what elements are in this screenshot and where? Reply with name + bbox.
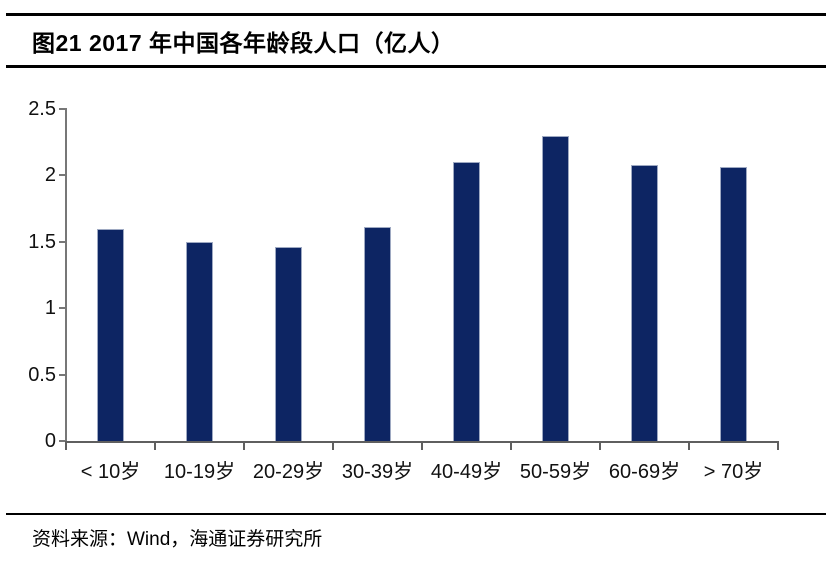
x-tick	[154, 441, 156, 450]
chart-title: 图21 2017 年中国各年龄段人口（亿人）	[32, 30, 455, 56]
x-category-label: 10-19岁	[163, 461, 236, 483]
bar	[186, 241, 213, 441]
x-category-label: > 70岁	[703, 461, 764, 483]
bar	[453, 162, 480, 441]
y-tick-label: 0.5	[28, 363, 56, 386]
y-tick	[59, 440, 66, 442]
y-axis-line	[65, 108, 67, 443]
source-note: 资料来源：Wind，海通证券研究所	[32, 529, 323, 550]
bar	[97, 228, 124, 441]
x-category-label: 50-59岁	[519, 461, 592, 483]
x-category-label: 60-69岁	[608, 461, 681, 483]
x-tick	[243, 441, 245, 450]
y-tick-label: 1.5	[28, 230, 56, 253]
bar	[542, 135, 569, 441]
bar	[631, 164, 658, 441]
x-tick	[332, 441, 334, 450]
y-tick	[59, 108, 66, 110]
bar	[364, 227, 391, 441]
x-category-label: 20-29岁	[252, 461, 325, 483]
x-tick	[421, 441, 423, 450]
x-category-label: 30-39岁	[341, 461, 414, 483]
bar	[720, 167, 747, 441]
x-category-label: < 10岁	[80, 461, 141, 483]
title-top-rule	[6, 13, 826, 16]
y-tick-label: 2	[44, 164, 56, 187]
x-tick	[65, 441, 67, 450]
y-tick-label: 1	[44, 297, 56, 320]
y-tick	[59, 373, 66, 376]
x-tick	[688, 441, 690, 450]
title-bottom-rule	[6, 65, 826, 68]
x-tick	[599, 441, 601, 450]
x-tick	[777, 441, 779, 450]
y-tick-label: 0	[44, 430, 56, 452]
footer-rule	[6, 513, 826, 515]
y-tick	[59, 307, 66, 310]
x-tick	[510, 441, 512, 450]
bar-chart: 0 0.5 1 1.5 2 2.5 < 10岁 10-19岁 20-29岁 30-39岁 40-4…	[0, 90, 833, 500]
bar	[275, 247, 302, 441]
y-tick	[59, 240, 66, 243]
y-tick	[59, 174, 66, 177]
x-category-label: 40-49岁	[430, 461, 503, 483]
y-tick-label: 2.5	[28, 98, 56, 120]
